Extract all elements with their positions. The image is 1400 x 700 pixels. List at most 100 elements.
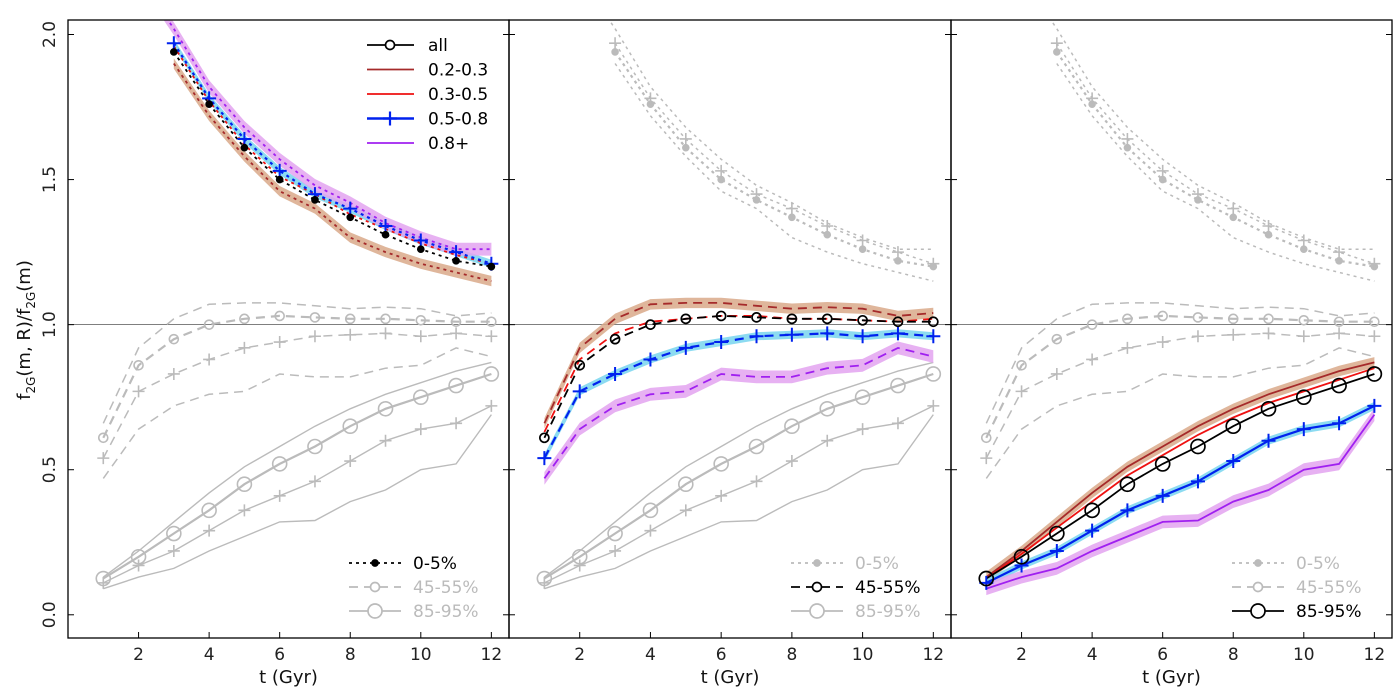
mass-legend-label: 0.5-0.8 <box>428 110 488 130</box>
gray-marker-plus <box>821 434 834 447</box>
gray-marker-plus <box>308 330 321 343</box>
panel-1: 2 4 6 8 10 12 t (Gyr) 0.0 0.5 1.0 1.5 2.0 0-5% 45-55%… <box>40 19 510 688</box>
gray-marker-all <box>97 432 109 444</box>
gray-marker-all <box>1122 313 1133 325</box>
gray-marker-all <box>854 389 871 405</box>
gray-marker-plus <box>308 475 321 488</box>
radial-legend-label: 0-5% <box>413 554 457 574</box>
x-tick-label: 10 <box>410 645 432 665</box>
gray-marker-plus <box>980 452 993 465</box>
marker-all <box>574 359 586 371</box>
gray-marker-plus <box>750 188 763 201</box>
gray-series-m0203-0-5% <box>614 63 934 282</box>
radial-legend-marker <box>369 581 381 593</box>
gray-marker-plus <box>1227 202 1240 215</box>
gray-marker-plus <box>927 257 940 270</box>
gray-series-m0508-0-5% <box>1056 42 1375 265</box>
panels-layer: 2 4 6 8 10 12 t (Gyr) 0.0 0.5 1.0 1.5 2.0 0-5% 45-55%… <box>40 19 1393 688</box>
gray-marker-all <box>166 525 182 542</box>
y-tick-label: 0.5 <box>40 456 60 483</box>
series-0.8+ <box>166 20 492 251</box>
marker-all <box>821 313 833 325</box>
marker-plus-0.5-0.8 <box>855 329 870 344</box>
gray-marker-all <box>1051 333 1063 345</box>
marker-plus-0.5-0.8 <box>1226 454 1241 469</box>
x-tick-label: 2 <box>1016 645 1027 665</box>
gray-series-m08-0-5% <box>608 20 934 250</box>
gray-marker-plus <box>573 559 586 572</box>
x-tick-label: 8 <box>345 645 356 665</box>
gray-marker-plus <box>1050 367 1063 380</box>
gray-marker-plus <box>750 475 763 488</box>
gray-marker-all <box>788 213 796 222</box>
y-axis-title-mid: (m, R)/f <box>14 308 35 377</box>
series-0.2-0.3 <box>543 302 934 424</box>
gray-marker-all <box>925 366 942 382</box>
marker-all <box>1190 438 1206 455</box>
radial-legend-marker <box>809 603 825 619</box>
gray-marker-plus <box>203 524 216 537</box>
marker-plus-0.5-0.8 <box>343 201 358 216</box>
marker-all <box>539 432 550 444</box>
marker-plus-0.5-0.8 <box>1049 543 1064 558</box>
marker-plus-0.5-0.8 <box>784 327 799 342</box>
gray-marker-all <box>1369 316 1380 328</box>
marker-all <box>1119 476 1136 493</box>
series-0.2-0.3 <box>985 361 1375 578</box>
gray-series-m0203-85-95% <box>543 361 934 578</box>
gray-marker-plus <box>1262 220 1275 232</box>
x-tick-label: 4 <box>645 645 656 665</box>
gray-series-m0203-0-5% <box>1056 63 1375 282</box>
gray-marker-plus <box>1333 246 1346 259</box>
gray-marker-all <box>677 476 694 493</box>
gray-marker-all <box>858 245 867 254</box>
gray-marker-plus <box>821 220 834 232</box>
gray-series-m08-85-95% <box>103 414 492 590</box>
gray-marker-all <box>1016 359 1027 371</box>
x-tick-label: 2 <box>133 645 144 665</box>
gray-marker-plus <box>1121 341 1134 354</box>
gray-marker-plus <box>1297 234 1310 247</box>
marker-plus-0.5-0.8 <box>890 326 905 341</box>
marker-all <box>927 316 939 328</box>
mass-legend-label: 0.2-0.3 <box>428 61 488 81</box>
marker-all <box>169 48 178 56</box>
gray-marker-all <box>1123 143 1132 152</box>
radial-legend-label: 85-95% <box>1296 602 1362 622</box>
gray-marker-all <box>377 400 394 417</box>
gray-marker-plus <box>344 328 357 341</box>
gray-marker-plus <box>1297 330 1310 343</box>
gray-marker-plus <box>715 164 728 177</box>
gray-marker-plus <box>238 341 251 354</box>
x-tick-label: 4 <box>1087 645 1098 665</box>
marker-plus-0.5-0.8 <box>1014 558 1029 573</box>
plot-area <box>68 20 509 590</box>
gray-marker-all <box>819 400 836 417</box>
panel-frame <box>950 19 1393 639</box>
gray-marker-all <box>1086 319 1098 330</box>
x-tick-label: 2 <box>574 645 585 665</box>
marker-all <box>1084 502 1100 519</box>
mass-legend-label: 0.8+ <box>428 134 469 154</box>
marker-plus-0.5-0.8 <box>1085 523 1100 538</box>
x-tick-label: 12 <box>922 645 944 665</box>
radial-legend-label: 0-5% <box>1296 554 1340 574</box>
gray-marker-plus <box>1086 92 1099 105</box>
gray-marker-plus <box>132 559 145 572</box>
marker-all <box>786 313 798 325</box>
gray-series-m0203-45-55% <box>985 302 1375 424</box>
gray-marker-plus <box>1156 164 1169 177</box>
marker-plus-0.5-0.8 <box>1120 503 1135 518</box>
radial-legend-label: 0-5% <box>855 554 899 574</box>
radial-legend-label: 45-55% <box>413 578 479 598</box>
gray-marker-plus <box>1121 132 1134 145</box>
series-0.8+ <box>986 414 1376 590</box>
marker-all <box>715 310 727 322</box>
gray-series-all-0-5% <box>614 51 934 268</box>
marker-plus-0.5-0.8 <box>1155 488 1170 503</box>
gray-marker-all <box>344 313 356 325</box>
marker-plus-0.5-0.8 <box>449 245 464 260</box>
gray-marker-plus <box>785 455 798 468</box>
gray-marker-plus <box>891 417 904 430</box>
